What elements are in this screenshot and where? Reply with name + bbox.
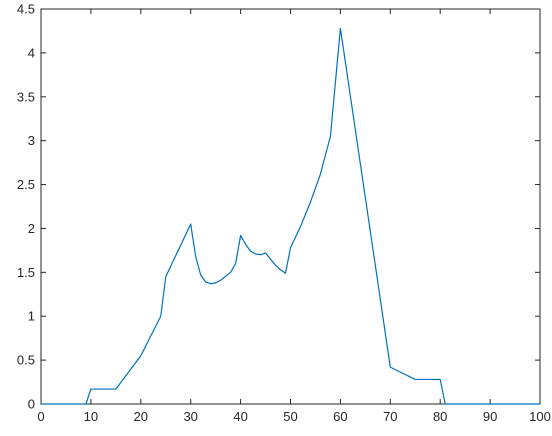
y-tick-label: 0.5 [17,353,35,368]
x-tick-label: 50 [283,409,297,424]
y-tick-label: 0 [28,397,35,412]
series-line-0 [41,27,540,405]
x-tick-label: 30 [183,409,197,424]
y-tick-label: 4.5 [17,2,35,17]
y-tick-label: 1 [28,309,35,324]
y-axis-ticks: 0 0.5 1 1.5 2 2.5 3 3.5 4 4.5 [17,2,540,412]
x-tick-label: 0 [37,409,44,424]
y-tick-label: 3.5 [17,89,35,104]
plot-area [40,8,541,405]
x-tick-label: 20 [134,409,148,424]
series-layer [41,27,540,405]
x-tick-label: 80 [433,409,447,424]
axes-box [40,8,541,405]
y-tick-label: 3 [28,133,35,148]
y-tick-label: 2 [28,221,35,236]
x-tick-label: 60 [333,409,347,424]
x-tick-label: 40 [233,409,247,424]
x-tick-label: 70 [383,409,397,424]
y-tick-label: 2.5 [17,177,35,192]
y-tick-label: 1.5 [17,265,35,280]
x-tick-label: 100 [529,409,551,424]
x-tick-label: 10 [84,409,98,424]
y-tick-label: 4 [28,45,35,60]
x-tick-label: 90 [483,409,497,424]
x-axis-ticks: 0 10 20 30 40 50 60 70 80 90 100 [37,9,551,424]
